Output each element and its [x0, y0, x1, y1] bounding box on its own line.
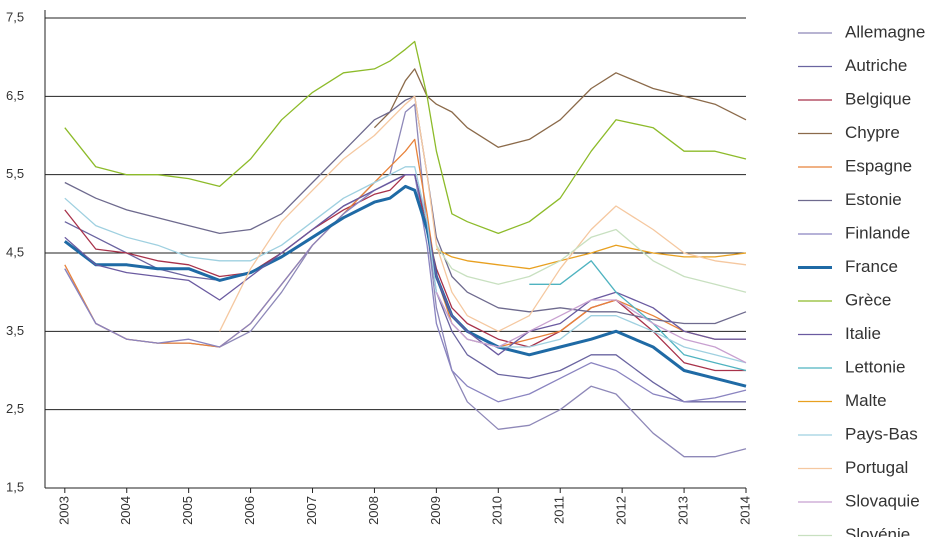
legend-label: Belgique	[845, 89, 911, 108]
legend-label: Slovénie	[845, 525, 910, 537]
legend-label: France	[845, 257, 898, 276]
x-tick-label: 2011	[552, 496, 567, 524]
y-tick-label: 4,5	[6, 244, 24, 259]
legend-label: Chypre	[845, 123, 900, 142]
legend-label: Autriche	[845, 56, 907, 75]
series-line	[435, 291, 747, 364]
x-tick-label: 2013	[676, 496, 691, 525]
series-line	[435, 228, 747, 293]
y-tick-label: 1,5	[6, 479, 24, 494]
series-line	[219, 95, 747, 332]
legend-label: Grèce	[845, 290, 891, 309]
y-tick-label: 7,5	[6, 9, 24, 24]
series-line	[64, 174, 746, 356]
x-tick-label: 2014	[737, 496, 752, 525]
series-line	[529, 260, 747, 372]
legend-label: Malte	[845, 391, 887, 410]
series-line	[64, 166, 747, 364]
series-line	[63, 184, 747, 388]
y-tick-label: 6,5	[6, 88, 24, 103]
series-line	[64, 174, 747, 403]
legend-label: Estonie	[845, 190, 902, 209]
x-tick-label: 2010	[490, 496, 505, 525]
legend-label: Lettonie	[845, 357, 906, 376]
x-tick-label: 2006	[242, 496, 257, 525]
x-tick-label: 2012	[614, 496, 629, 525]
series-line	[64, 138, 746, 348]
legend-label: Pays-Bas	[845, 424, 918, 443]
series-line	[64, 95, 747, 325]
y-tick-label: 3,5	[6, 323, 24, 338]
series-line	[64, 40, 747, 235]
series-line	[64, 103, 747, 458]
x-tick-label: 2004	[118, 496, 133, 525]
x-tick-label: 2005	[180, 496, 195, 525]
x-tick-label: 2008	[366, 496, 381, 525]
legend-label: Allemagne	[845, 22, 925, 41]
x-tick-label: 2007	[304, 496, 319, 525]
legend-label: Portugal	[845, 458, 908, 477]
legend-label: Espagne	[845, 156, 912, 175]
series-line	[64, 174, 746, 403]
y-tick-label: 5,5	[6, 166, 24, 181]
series-line	[436, 244, 747, 270]
x-tick-label: 2003	[56, 496, 71, 525]
legend-label: Italie	[845, 324, 881, 343]
series-line	[64, 174, 746, 372]
legend-label: Finlande	[845, 223, 910, 242]
x-tick-label: 2009	[428, 496, 443, 525]
series-line	[373, 68, 747, 148]
legend-label: Slovaquie	[845, 491, 920, 510]
y-tick-label: 2,5	[6, 401, 24, 416]
